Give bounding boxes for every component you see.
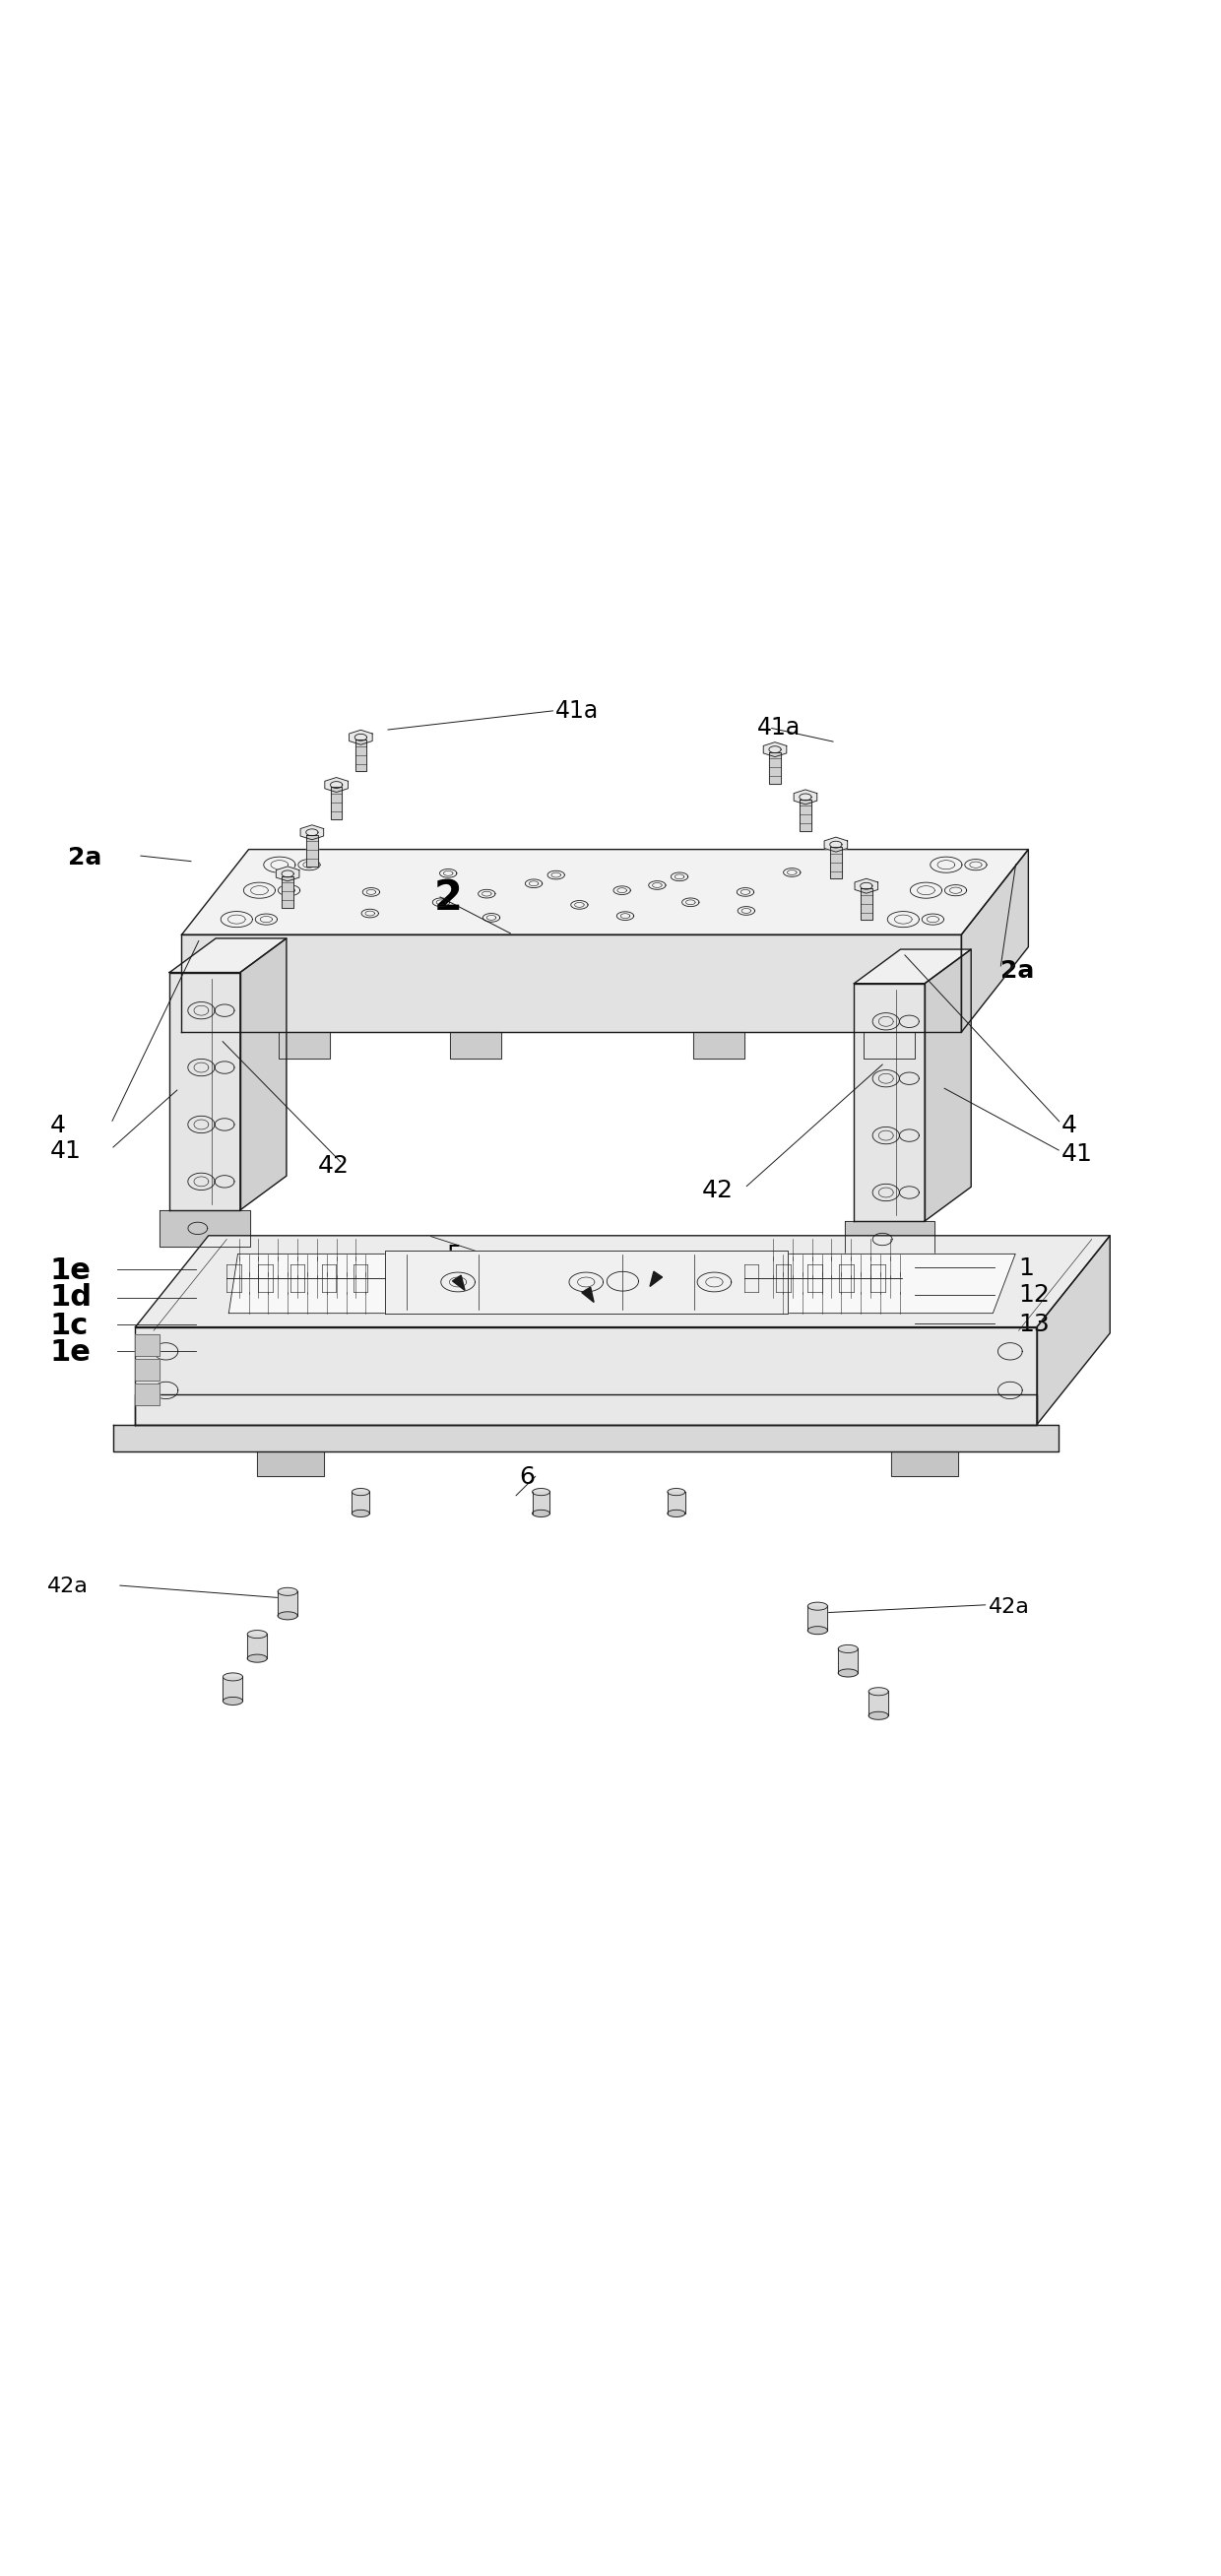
Polygon shape (864, 1033, 915, 1059)
Polygon shape (223, 1698, 243, 1705)
Polygon shape (136, 1236, 1110, 1327)
Text: 42: 42 (319, 1154, 349, 1177)
Polygon shape (136, 1334, 160, 1355)
Polygon shape (248, 1654, 267, 1662)
Polygon shape (868, 1687, 889, 1695)
Polygon shape (808, 1625, 828, 1633)
Polygon shape (1037, 1236, 1110, 1425)
Text: 41: 41 (50, 1139, 82, 1164)
Text: 13: 13 (1018, 1314, 1050, 1337)
Polygon shape (160, 1211, 250, 1247)
Polygon shape (136, 1394, 1037, 1425)
Polygon shape (532, 1489, 549, 1497)
Polygon shape (694, 1033, 745, 1059)
Polygon shape (838, 1649, 858, 1672)
Text: 1d: 1d (50, 1283, 93, 1311)
Polygon shape (170, 938, 287, 974)
Polygon shape (278, 1592, 298, 1615)
Polygon shape (258, 1450, 325, 1476)
Text: 4: 4 (1061, 1115, 1077, 1139)
Polygon shape (248, 1633, 267, 1659)
Polygon shape (845, 1221, 934, 1257)
Polygon shape (650, 1273, 662, 1285)
Polygon shape (581, 1288, 593, 1303)
Polygon shape (241, 938, 287, 1211)
Polygon shape (668, 1489, 685, 1497)
Polygon shape (276, 866, 299, 881)
Text: 41a: 41a (757, 716, 800, 739)
Text: 42a: 42a (48, 1577, 89, 1597)
Polygon shape (223, 1677, 243, 1700)
Polygon shape (808, 1602, 828, 1610)
Text: 2: 2 (433, 878, 463, 920)
Polygon shape (182, 935, 961, 1033)
Polygon shape (170, 974, 241, 1211)
Text: 6: 6 (519, 1466, 535, 1489)
Text: 42a: 42a (988, 1597, 1029, 1618)
Polygon shape (855, 951, 971, 984)
Text: 1e: 1e (50, 1257, 92, 1285)
Polygon shape (352, 1510, 370, 1517)
Polygon shape (331, 788, 342, 819)
Polygon shape (924, 951, 971, 1221)
Polygon shape (868, 1692, 889, 1716)
Text: 2a: 2a (1000, 958, 1034, 984)
Polygon shape (352, 1489, 370, 1497)
Polygon shape (282, 876, 293, 907)
Polygon shape (838, 1646, 858, 1654)
Polygon shape (668, 1492, 685, 1512)
Polygon shape (385, 1252, 788, 1314)
Polygon shape (278, 1613, 298, 1620)
Text: 1: 1 (1018, 1257, 1034, 1280)
Text: 2a: 2a (68, 845, 103, 871)
Polygon shape (824, 837, 847, 853)
Text: 5: 5 (446, 1244, 462, 1267)
Polygon shape (136, 1383, 160, 1404)
Text: 41: 41 (1061, 1141, 1093, 1167)
Text: 4: 4 (50, 1115, 66, 1139)
Polygon shape (763, 742, 786, 757)
Polygon shape (808, 1607, 828, 1631)
Polygon shape (278, 1587, 298, 1595)
Polygon shape (306, 835, 317, 866)
Polygon shape (449, 1033, 501, 1059)
Polygon shape (114, 1425, 1059, 1450)
Polygon shape (349, 729, 372, 744)
Polygon shape (223, 1672, 243, 1680)
Polygon shape (300, 824, 324, 840)
Polygon shape (794, 791, 817, 804)
Polygon shape (855, 878, 878, 894)
Polygon shape (136, 1327, 1037, 1425)
Polygon shape (532, 1510, 549, 1517)
Polygon shape (861, 889, 872, 920)
Polygon shape (325, 778, 348, 793)
Text: 41a: 41a (556, 698, 600, 721)
Polygon shape (355, 739, 366, 770)
Polygon shape (248, 1631, 267, 1638)
Polygon shape (830, 848, 841, 878)
Polygon shape (280, 1033, 331, 1059)
Polygon shape (800, 799, 811, 832)
Polygon shape (228, 1255, 1016, 1314)
Text: 42: 42 (702, 1180, 734, 1203)
Polygon shape (668, 1510, 685, 1517)
Polygon shape (890, 1450, 957, 1476)
Polygon shape (868, 1710, 889, 1721)
Polygon shape (182, 850, 1028, 935)
Text: 1c: 1c (50, 1311, 89, 1340)
Polygon shape (838, 1669, 858, 1677)
Polygon shape (136, 1358, 160, 1381)
Polygon shape (453, 1275, 465, 1291)
Text: 12: 12 (1018, 1283, 1050, 1306)
Polygon shape (769, 752, 780, 783)
Polygon shape (961, 850, 1028, 1033)
Text: 1e: 1e (50, 1340, 92, 1368)
Polygon shape (532, 1492, 549, 1512)
Polygon shape (855, 984, 924, 1221)
Polygon shape (352, 1492, 370, 1512)
